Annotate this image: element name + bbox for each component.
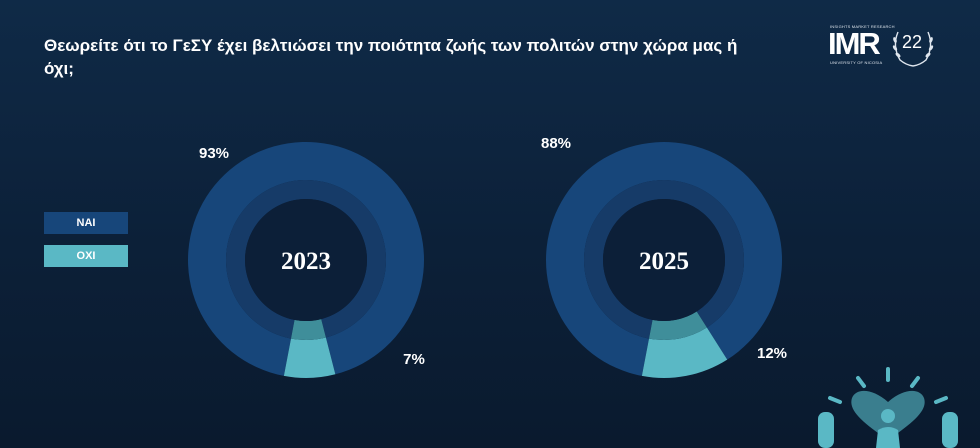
donut-chart-2023: 2023 93% 7% [188,141,425,378]
donut-hole-2023 [245,199,367,321]
imr-logo: INSIGHTS MARKET RESEARCH IMR UNIVERSITY … [828,24,940,72]
slice-outer-2023-no [283,337,336,378]
logo-anniversary: 22 [902,32,923,52]
donut-chart-2025: 2025 88% 12% [541,135,787,378]
slice-outer-2023-yes [188,141,425,376]
legend-yes: ΝΑΙ [44,212,128,234]
slice-inner-2023-no [291,319,326,341]
slice-inner-2025-no [649,311,707,340]
laurel-icon [892,31,934,67]
data-label-2023-no: 7% [403,351,425,368]
logo-university: UNIVERSITY OF NICOSIA [830,60,883,65]
year-label-2023: 2023 [281,248,331,275]
page-title: Θεωρείτε ότι το ΓεΣΥ έχει βελτιώσει την … [44,36,738,78]
slice-outer-2025-yes [545,141,782,376]
legend-no: ΟΧΙ [44,245,128,267]
slice-outer-2025-no [641,327,728,378]
logo-tagline: INSIGHTS MARKET RESEARCH [830,24,895,29]
data-label-2023-yes: 93% [199,145,229,162]
logo-brand: IMR [828,26,881,61]
data-label-2025-yes: 88% [541,135,571,152]
donut-hole-2025 [603,199,725,321]
data-label-2025-no: 12% [757,345,787,362]
year-label-2025: 2025 [639,248,689,275]
